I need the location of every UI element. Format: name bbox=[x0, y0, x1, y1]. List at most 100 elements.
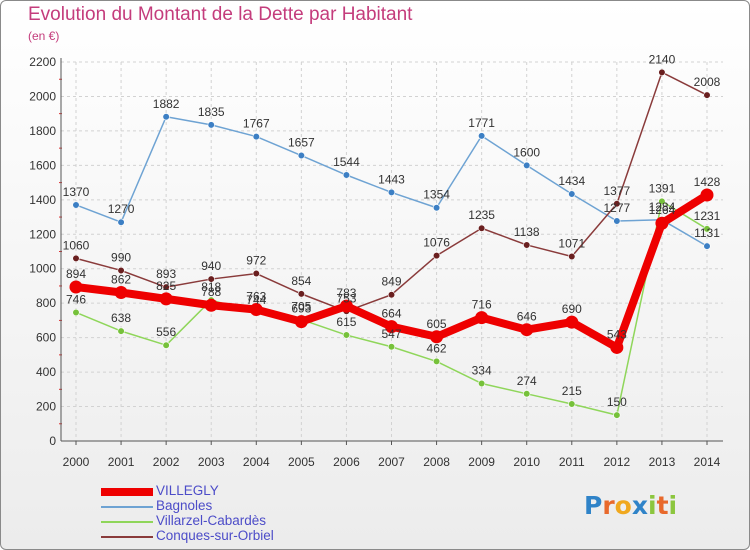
data-point-bagnoles bbox=[613, 217, 621, 225]
data-point-bagnoles bbox=[432, 204, 441, 212]
data-label-bagnoles: 1270 bbox=[108, 202, 135, 216]
x-tick-label: 2007 bbox=[378, 455, 405, 469]
data-point-villarzel-cabardes bbox=[568, 400, 576, 408]
legend-label: Villarzel-Cabardès bbox=[156, 513, 267, 528]
data-point-villegly bbox=[204, 298, 218, 312]
data-label-bagnoles: 1882 bbox=[153, 97, 180, 111]
data-label-villarzel-cabardes: 1231 bbox=[694, 209, 721, 223]
data-point-villegly bbox=[159, 292, 173, 306]
x-tick-label: 2003 bbox=[198, 455, 225, 469]
data-point-bagnoles bbox=[342, 171, 351, 179]
data-label-conques-sur-orbiel: 854 bbox=[291, 274, 311, 288]
data-point-bagnoles bbox=[523, 161, 531, 169]
data-label-villegly: 1264 bbox=[649, 203, 676, 217]
data-point-conques-sur-orbiel bbox=[297, 290, 305, 298]
y-tick-label: 2000 bbox=[29, 89, 56, 103]
legend-swatch bbox=[101, 488, 153, 496]
data-point-villegly bbox=[430, 330, 444, 344]
data-point-villegly bbox=[700, 188, 714, 202]
data-label-villegly: 646 bbox=[517, 310, 537, 324]
x-tick-label: 2011 bbox=[559, 455, 585, 469]
data-label-conques-sur-orbiel: 1235 bbox=[468, 208, 495, 222]
x-tick-label: 2002 bbox=[153, 455, 180, 469]
data-point-conques-sur-orbiel bbox=[432, 252, 441, 260]
data-label-villarzel-cabardes: 556 bbox=[156, 325, 176, 339]
data-point-conques-sur-orbiel bbox=[523, 241, 531, 249]
data-label-villegly: 783 bbox=[336, 286, 356, 300]
data-label-villegly: 1428 bbox=[694, 175, 721, 189]
y-tick-label: 1600 bbox=[29, 158, 56, 172]
logo-letter: P bbox=[584, 491, 603, 520]
data-label-conques-sur-orbiel: 972 bbox=[246, 254, 266, 268]
data-label-bagnoles: 1284 bbox=[649, 200, 676, 214]
data-point-villegly bbox=[565, 315, 579, 329]
data-point-bagnoles bbox=[703, 242, 711, 250]
y-tick-label: 0 bbox=[49, 434, 56, 448]
logo-letter: t bbox=[656, 491, 669, 520]
data-label-conques-sur-orbiel: 1377 bbox=[604, 184, 631, 198]
x-tick-label: 2001 bbox=[108, 455, 135, 469]
data-label-bagnoles: 1835 bbox=[198, 105, 225, 119]
data-point-conques-sur-orbiel bbox=[613, 200, 621, 208]
data-label-villarzel-cabardes: 334 bbox=[472, 363, 492, 377]
data-point-conques-sur-orbiel bbox=[478, 224, 486, 232]
x-tick-label: 2010 bbox=[513, 455, 540, 469]
data-label-villarzel-cabardes: 705 bbox=[291, 300, 311, 314]
data-label-bagnoles: 1544 bbox=[333, 155, 360, 169]
data-label-conques-sur-orbiel: 753 bbox=[336, 291, 356, 305]
x-tick-label: 2013 bbox=[649, 455, 676, 469]
data-point-bagnoles bbox=[162, 113, 170, 121]
data-point-villarzel-cabardes bbox=[658, 197, 666, 205]
data-point-villarzel-cabardes bbox=[703, 225, 711, 233]
data-point-conques-sur-orbiel bbox=[252, 269, 260, 278]
data-point-bagnoles bbox=[478, 132, 486, 140]
data-label-villegly: 664 bbox=[381, 307, 401, 321]
data-label-bagnoles: 1277 bbox=[604, 201, 631, 215]
data-point-bagnoles bbox=[72, 201, 80, 209]
data-label-villarzel-cabardes: 746 bbox=[66, 292, 86, 306]
data-label-conques-sur-orbiel: 849 bbox=[381, 275, 401, 289]
data-label-villarzel-cabardes: 462 bbox=[427, 341, 447, 355]
logo-letter: r bbox=[602, 491, 615, 520]
logo-letter: x bbox=[631, 491, 648, 520]
y-tick-label: 1200 bbox=[29, 227, 56, 241]
x-tick-label: 2000 bbox=[63, 455, 90, 469]
data-label-bagnoles: 1131 bbox=[694, 226, 720, 240]
y-tick-label: 800 bbox=[36, 296, 56, 310]
data-label-bagnoles: 1370 bbox=[63, 185, 90, 199]
data-point-conques-sur-orbiel bbox=[207, 275, 215, 283]
data-label-villarzel-cabardes: 818 bbox=[201, 280, 221, 294]
data-labels: 1370 1270 1882 1835 1767 1657 1544 1443 1354 1771… bbox=[63, 52, 721, 409]
x-tick-label: 2006 bbox=[333, 455, 360, 469]
axes: 0 200 400 600 800 1000 1200 1400 1600 1800 2000 220… bbox=[29, 55, 723, 469]
y-tick-label: 600 bbox=[36, 331, 56, 345]
legend-label: Bagnoles bbox=[156, 498, 213, 513]
data-label-villegly: 763 bbox=[246, 290, 266, 304]
data-point-villegly bbox=[520, 323, 534, 337]
data-point-bagnoles bbox=[252, 132, 260, 141]
series-lines bbox=[69, 68, 714, 419]
data-point-bagnoles bbox=[297, 151, 305, 160]
proxiti-logo: Proxiti bbox=[584, 491, 677, 520]
data-label-conques-sur-orbiel: 940 bbox=[201, 259, 221, 273]
data-point-villegly bbox=[655, 216, 669, 230]
data-label-villegly: 862 bbox=[111, 273, 131, 287]
x-tick-label: 2008 bbox=[423, 455, 450, 469]
data-point-bagnoles bbox=[387, 188, 396, 197]
data-label-villegly: 693 bbox=[291, 302, 311, 316]
data-label-bagnoles: 1771 bbox=[468, 116, 495, 130]
data-point-conques-sur-orbiel bbox=[703, 91, 711, 99]
data-label-villegly: 690 bbox=[562, 302, 582, 316]
data-label-villegly: 894 bbox=[66, 267, 86, 281]
data-point-villegly bbox=[339, 299, 353, 313]
data-label-conques-sur-orbiel: 1060 bbox=[63, 238, 90, 252]
chart-title: Evolution du Montant de la Dette par Hab… bbox=[28, 4, 413, 25]
data-point-conques-sur-orbiel bbox=[72, 254, 80, 262]
x-tick-label: 2004 bbox=[243, 455, 270, 469]
data-point-villegly bbox=[475, 311, 489, 325]
data-label-conques-sur-orbiel: 2008 bbox=[694, 75, 721, 89]
data-label-bagnoles: 1443 bbox=[378, 172, 405, 186]
data-point-bagnoles bbox=[207, 121, 215, 129]
